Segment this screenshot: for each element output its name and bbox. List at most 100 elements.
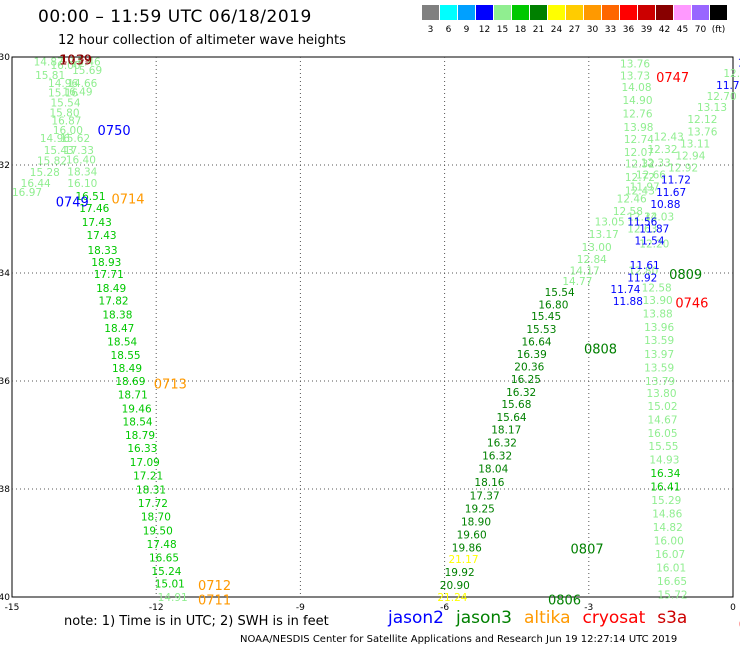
swh-reading: 12.33 — [641, 157, 671, 169]
pass-time-label: 0712 — [198, 579, 231, 594]
swh-reading: 16.87 — [51, 116, 81, 128]
swh-reading: 14.86 — [652, 508, 682, 520]
swh-reading: 17.09 — [130, 457, 160, 469]
swh-reading: 13.90 — [643, 295, 673, 307]
swh-reading: 12.12 — [687, 114, 717, 126]
swh-reading: 16.65 — [657, 576, 687, 588]
swh-reading: 14.17 — [570, 265, 600, 277]
swh-reading: 18.69 — [115, 376, 145, 388]
swh-reading: 11.67 — [656, 187, 686, 199]
swh-reading: 16.00 — [50, 60, 80, 72]
color-swatch — [602, 5, 619, 20]
swh-reading: 12.07 — [624, 147, 654, 159]
color-swatch-label: 15 — [496, 25, 509, 35]
color-swatch-label: 70 — [694, 25, 707, 35]
swh-reading: 15.46 — [71, 56, 101, 68]
swh-reading: 14.96 — [48, 78, 78, 90]
pass-time-label: 0749 — [56, 196, 89, 211]
swh-reading: 15.64 — [497, 412, 527, 424]
swh-reading: 10.39 — [61, 54, 91, 66]
legend-item-jason3: jason3 — [456, 608, 512, 628]
pass-time-label: 0808 — [584, 343, 617, 358]
swh-reading: 15.82 — [37, 156, 67, 168]
color-swatch — [476, 5, 493, 20]
swh-reading: 17.48 — [147, 539, 177, 551]
swh-reading: 19.46 — [122, 404, 152, 416]
swh-reading: 13.17 — [589, 229, 619, 241]
swh-reading: 16.33 — [127, 443, 157, 455]
swh-reading: 12.43 — [625, 185, 655, 197]
swh-reading: 12.4 — [723, 68, 740, 80]
swh-reading: 12.34 — [627, 211, 657, 223]
swh-reading: 13.00 — [582, 242, 612, 254]
swh-reading: 18.34 — [67, 166, 97, 178]
swh-reading: 14.08 — [621, 82, 651, 94]
swh-reading: 19.50 — [143, 526, 173, 538]
swh-reading: 20.36 — [514, 361, 544, 373]
swh-reading: 15.55 — [648, 441, 678, 453]
swh-reading: 13.76 — [687, 127, 717, 139]
swh-reading: 16.00 — [654, 535, 684, 547]
swh-reading: 11.97 — [630, 182, 660, 194]
swh-reading: 12.43 — [654, 131, 684, 143]
swh-reading: 15.43 — [44, 145, 74, 157]
swh-reading: 16.32 — [487, 438, 517, 450]
swh-reading: 18.54 — [107, 337, 137, 349]
swh-reading: 13.88 — [643, 309, 673, 321]
swh-reading: 18.55 — [111, 350, 141, 362]
color-swatch-label: 36 — [622, 25, 635, 35]
swh-reading: 11.61 — [630, 260, 660, 272]
swh-reading: 15.54 — [50, 97, 80, 109]
swh-reading: 16.44 — [21, 178, 51, 190]
color-swatch — [566, 5, 583, 20]
swh-reading: 13.76 — [620, 58, 650, 70]
swh-reading: 11.54 — [634, 236, 664, 248]
swh-reading: 21.17 — [448, 554, 478, 566]
swh-reading: 11.56 — [627, 217, 657, 229]
color-swatch-label: 42 — [658, 25, 671, 35]
swh-reading: 16.10 — [67, 178, 97, 190]
color-swatch — [638, 5, 655, 20]
swh-reading: 11.71 — [716, 80, 740, 92]
legend-item-cryosat: cryosat — [582, 608, 646, 628]
swh-reading: 13.98 — [623, 122, 653, 134]
page-title: 00:00 – 11:59 UTC 06/18/2019 — [38, 7, 312, 27]
swh-reading: 18.90 — [461, 516, 491, 528]
swh-reading: 12.63 — [627, 224, 657, 236]
swh-reading: 20.90 — [440, 580, 470, 592]
color-swatch — [458, 5, 475, 20]
swh-reading: 21.24 — [437, 592, 467, 604]
swh-reading: 10.88 — [650, 199, 680, 211]
swh-reading: 14.82 — [653, 522, 683, 534]
legend-item-altika: altika — [524, 608, 571, 628]
color-swatch-label: 3 — [427, 25, 434, 35]
swh-reading: 15.28 — [30, 167, 60, 179]
swh-reading: 18.33 — [87, 245, 117, 257]
swh-reading: 14.77 — [562, 276, 592, 288]
swh-reading: 14.96 — [40, 133, 70, 145]
swh-reading: 13.79 — [645, 376, 675, 388]
swh-reading: 13.11 — [680, 138, 710, 150]
swh-reading: 11.72 — [661, 175, 691, 187]
color-swatch-label: 18 — [514, 25, 527, 35]
color-swatch-label: 45 — [676, 25, 689, 35]
swh-reading: 16.41 — [650, 481, 680, 493]
color-swatch — [548, 5, 565, 20]
swh-reading: 15.80 — [49, 108, 79, 120]
swh-reading: 12.84 — [577, 254, 607, 266]
footer-credit: NOAA/NESDIS Center for Satellite Applica… — [240, 634, 678, 645]
swh-reading: 17.82 — [99, 296, 129, 308]
swh-reading: 18.54 — [123, 417, 153, 429]
swh-reading: 12.92 — [668, 163, 698, 175]
legend-item-jason2: jason2 — [388, 608, 444, 628]
pass-time-label: 0747 — [656, 71, 689, 86]
satellite-legend: jason2 jason3 altika cryosat s3a — [388, 608, 699, 628]
swh-reading: 16.25 — [511, 374, 541, 386]
map-frame — [11, 56, 734, 598]
swh-reading: 16.32 — [482, 451, 512, 463]
swh-reading: 12.76 — [622, 109, 652, 121]
swh-reading: 18.70 — [141, 512, 171, 524]
swh-reading: 16.34 — [650, 468, 680, 480]
swh-reading: 12.46 — [617, 193, 647, 205]
swh-reading: 15.53 — [526, 324, 556, 336]
